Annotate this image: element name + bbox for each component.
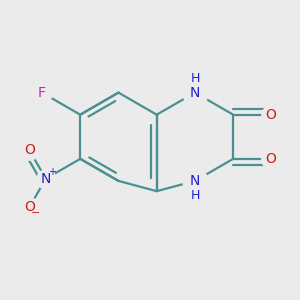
Text: N: N: [40, 172, 51, 186]
Text: +: +: [49, 167, 56, 177]
Text: O: O: [265, 152, 276, 166]
Text: F: F: [38, 85, 46, 100]
Text: N: N: [190, 85, 200, 100]
Text: O: O: [24, 143, 35, 157]
Text: N: N: [190, 174, 200, 188]
Text: O: O: [265, 108, 276, 122]
Text: H: H: [190, 189, 200, 202]
Text: H: H: [190, 72, 200, 85]
Text: O: O: [24, 200, 35, 214]
Text: −: −: [31, 208, 40, 218]
